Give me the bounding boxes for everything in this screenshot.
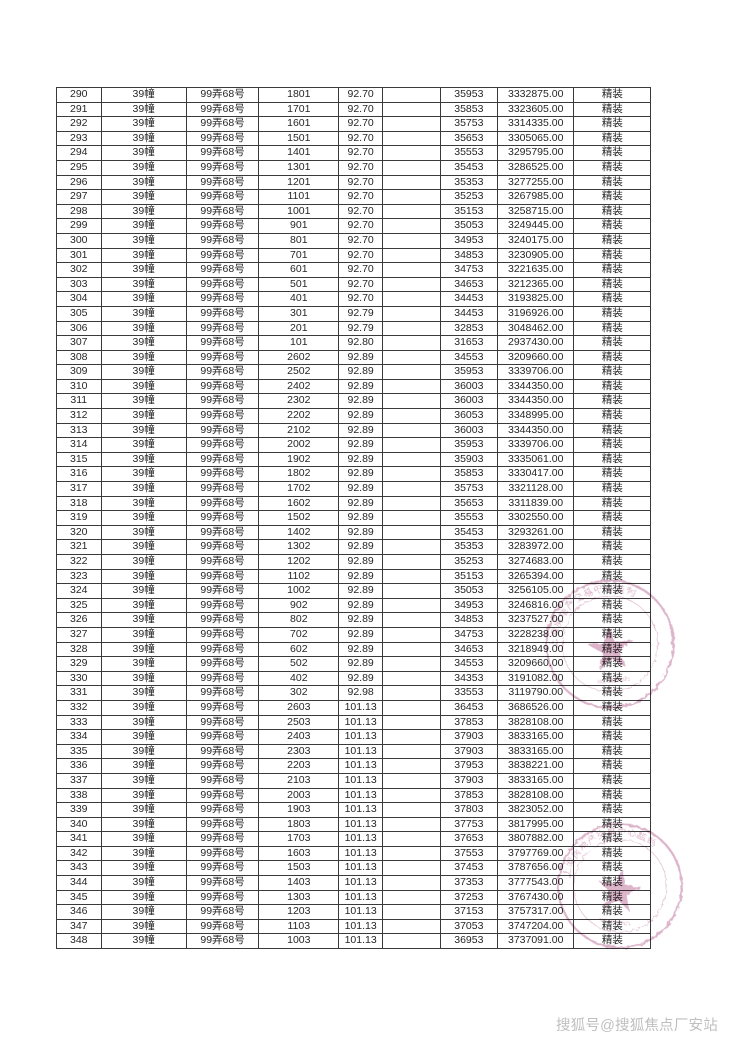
- svg-text:上海房地产交易中心监制: 上海房地产交易中心监制: [543, 579, 643, 650]
- svg-text:NO. 00325871: NO. 00325871: [599, 917, 632, 927]
- svg-text:上海房地产交易中心监制: 上海房地产交易中心监制: [561, 818, 660, 890]
- svg-text:NO. 00325871: NO. 00325871: [597, 677, 630, 686]
